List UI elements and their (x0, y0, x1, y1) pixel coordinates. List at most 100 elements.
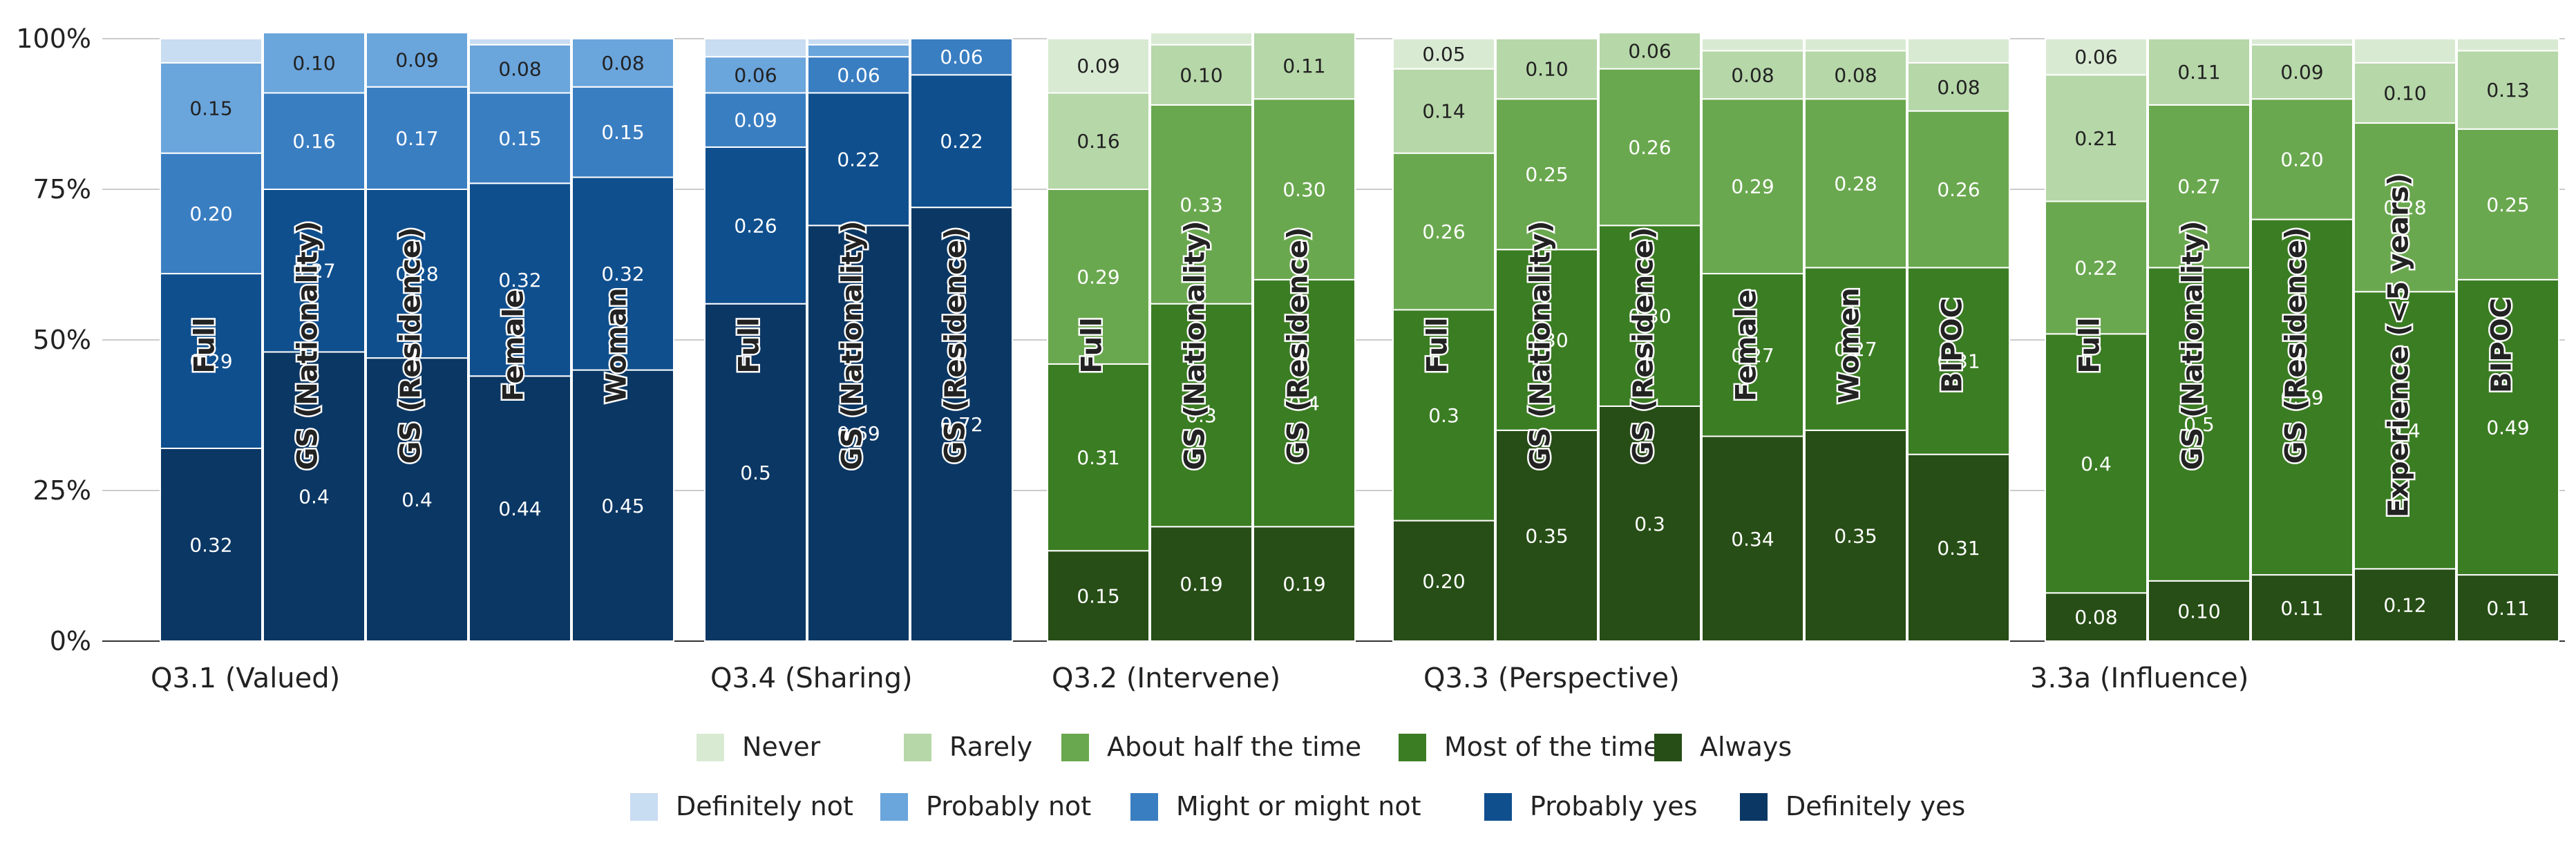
bar-segment (2251, 218, 2354, 576)
legend-label: Definitely yes (1786, 791, 1965, 821)
data-label: 0.49 (2486, 416, 2529, 439)
bar-segment (1150, 44, 1253, 106)
bar-segment (1047, 363, 1150, 552)
data-label: 0.27 (2177, 175, 2220, 198)
data-label: 0.08 (1937, 76, 1980, 99)
data-label: 0.11 (2486, 597, 2529, 620)
data-label: 0.12 (2383, 594, 2426, 617)
bar-name-label: GS (Residence) (1282, 227, 1314, 464)
bar-segment (1907, 38, 2010, 64)
data-label: 0.44 (498, 497, 541, 520)
bar-segment (366, 189, 468, 359)
bar-segment (807, 38, 910, 46)
bar-segment (807, 225, 910, 642)
data-label: 0.3 (1634, 513, 1665, 535)
legend-label: About half the time (1107, 732, 1361, 762)
group-title: 3.3a (Influence) (2030, 663, 2248, 694)
data-label: 0.32 (601, 263, 644, 285)
data-label: 0.11 (2177, 61, 2220, 84)
bar-segment (468, 182, 571, 377)
data-label: 0.4 (2389, 419, 2421, 442)
bar-segment (1804, 429, 1907, 642)
data-label: 0.25 (2486, 193, 2529, 216)
data-label: 0.16 (292, 130, 335, 153)
data-label: 0.69 (837, 422, 880, 445)
legend-swatch (630, 793, 658, 821)
data-label: 0.11 (1282, 55, 1325, 77)
bar-group: 0.32 0.29 0.20 0.15 Full 0.4 0.27 0.16 0.10 GS (N… (160, 32, 674, 643)
bar-name-label: GS (Residence) (395, 227, 427, 464)
bar-name-label: Experience (<5 years) (2383, 173, 2415, 517)
data-label: 0.45 (601, 495, 644, 517)
y-tick-label: 100% (16, 23, 91, 54)
legend-swatch (904, 734, 931, 761)
bar-segment (2456, 38, 2559, 52)
bar-name-label: Full (189, 317, 221, 373)
bar-segment (1150, 104, 1253, 305)
y-tick-label: 25% (33, 475, 91, 506)
data-label: 0.20 (2280, 148, 2323, 171)
bar-segment (2251, 98, 2354, 220)
bar-segment (1701, 38, 1804, 52)
data-label: 0.08 (498, 58, 541, 81)
legend-label: Always (1700, 732, 1792, 762)
bar-name-label: Full (1077, 317, 1108, 373)
legend-swatch (1130, 793, 1158, 821)
bar-name-label: Female (1731, 289, 1763, 401)
data-label: 0.22 (837, 148, 880, 171)
bar-segment (704, 146, 807, 305)
data-label: 0.15 (1077, 585, 1119, 608)
bar-segment (1047, 189, 1150, 365)
bar-segment (1150, 32, 1253, 46)
bar-segment (704, 303, 807, 642)
bar-segment (2354, 568, 2456, 642)
bar-segment (1804, 50, 1907, 100)
bar-segment (468, 38, 571, 46)
bar-segment (1598, 405, 1701, 642)
data-label: 0.32 (498, 269, 541, 292)
data-label: 0.31 (1937, 350, 1980, 373)
bar-segment (807, 56, 910, 94)
bar-name-label: Female (498, 289, 530, 401)
data-label: 0.59 (2280, 386, 2323, 409)
bar-segment (2456, 50, 2559, 130)
legend-swatch (880, 793, 908, 821)
data-label: 0.10 (2177, 600, 2220, 622)
legend-swatch (697, 734, 724, 761)
bar-segment (2045, 592, 2148, 642)
data-label: 0.06 (837, 64, 880, 86)
bar-segment (2251, 38, 2354, 46)
data-label: 0.35 (1834, 524, 1877, 547)
data-label: 0.09 (2280, 61, 2323, 84)
data-label: 0.35 (1525, 524, 1568, 547)
bar-segment (263, 351, 366, 642)
group-title: Q3.4 (Sharing) (710, 663, 913, 694)
data-label: 0.16 (1077, 130, 1119, 153)
data-label: 0.28 (395, 263, 438, 285)
bar-segment (160, 152, 263, 275)
data-label: 0.31 (1937, 537, 1980, 560)
bar-name-label: Full (1422, 317, 1454, 373)
data-label: 0.09 (1077, 55, 1119, 77)
data-label: 0.4 (299, 486, 330, 508)
bar-segment (1495, 38, 1598, 100)
bar-segment (571, 86, 674, 178)
bar-segment (366, 357, 468, 642)
bar-segment (1598, 32, 1701, 70)
legend-row: Definitely not Probably not Might or might… (630, 791, 1965, 821)
bar-name-label: GS (Nationality) (2177, 221, 2209, 470)
data-label: 0.3 (1428, 404, 1459, 427)
data-label: 0.27 (292, 260, 335, 283)
data-label: 0.17 (395, 127, 438, 150)
bar-segment (2354, 38, 2456, 64)
group-title: Q3.2 (Intervene) (1052, 663, 1280, 694)
data-label: 0.06 (1628, 39, 1671, 62)
data-label: 0.26 (1628, 136, 1671, 159)
data-label: 0.20 (1422, 570, 1465, 593)
bar-segment (807, 44, 910, 58)
data-label: 0.30 (1282, 178, 1325, 201)
bar-name-label: Women (1834, 287, 1866, 403)
data-label: 0.4 (401, 488, 433, 511)
bar-segment (1150, 303, 1253, 528)
bar-segment (468, 375, 571, 642)
